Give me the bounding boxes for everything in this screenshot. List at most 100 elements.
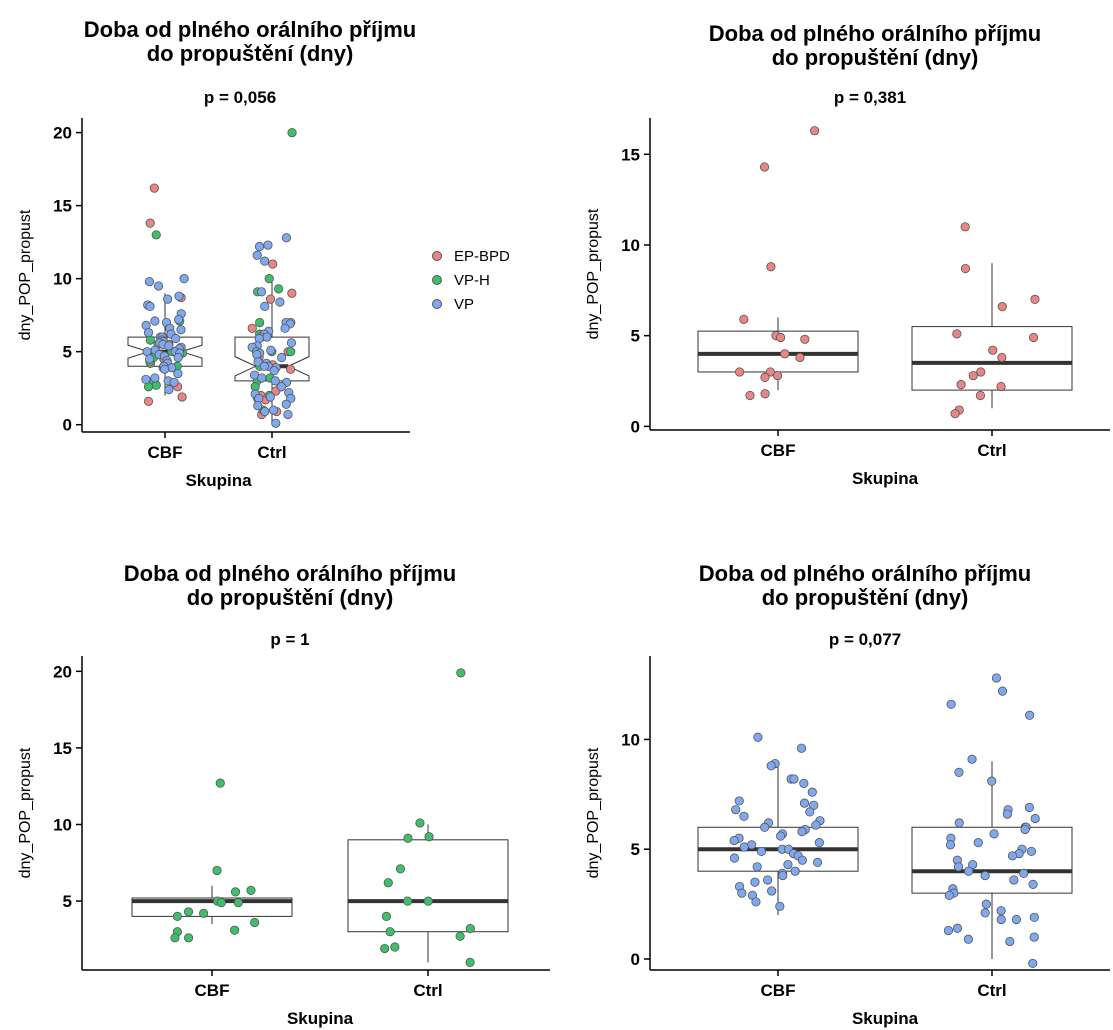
data-point-vp-h (172, 911, 183, 921)
data-point-vp (811, 820, 821, 830)
data-point-vp-h (151, 230, 161, 240)
data-point-vp (153, 281, 164, 291)
data-point-vp (989, 829, 999, 839)
data-point-vp (1024, 802, 1034, 813)
y-axis-label: dny_POP_propust (17, 209, 34, 340)
data-point-vp (796, 743, 807, 753)
data-point-vp (150, 316, 160, 326)
data-point-vp (812, 857, 823, 868)
data-point-ep-bpd (975, 390, 986, 401)
chart-panel-top-right: Doba od plného orálního příjmu do propuš… (560, 0, 1113, 500)
data-point-vp (1030, 813, 1040, 824)
data-point-vp (265, 392, 275, 402)
legend-label-ep-bpd: EP-BPD (454, 247, 510, 265)
chart-title-line2: do propuštění (dny) (186, 585, 394, 610)
data-point-ep-bpd (145, 218, 155, 228)
data-point-vp (1002, 809, 1012, 819)
data-point-ep-bpd (810, 126, 820, 136)
data-point-vp-h (380, 943, 390, 954)
y-axis-label: dny_POP_propust (585, 747, 602, 878)
data-point-vp (944, 890, 954, 900)
data-point-vp-h (230, 887, 241, 897)
data-point-vp (729, 835, 739, 846)
data-point-vp-h (390, 942, 400, 952)
data-point-vp-h (215, 778, 225, 788)
data-point-vp (145, 354, 155, 364)
chart-title: Doba od plného orálního příjmu do propuš… (0, 18, 500, 66)
data-point-ep-bpd (760, 389, 770, 399)
data-point-vp-h (287, 128, 297, 138)
chart-title-line1: Doba od plného orálního příjmu (123, 561, 457, 586)
chart-title-line1: Doba od plného orálního příjmu (708, 21, 1042, 46)
data-point-vp (277, 352, 287, 363)
data-point-vp-h (170, 933, 180, 943)
chart-legend: EP-BPD VP-H VP (432, 244, 510, 316)
legend-item-ep-bpd: EP-BPD (432, 244, 510, 268)
data-point-vp (767, 886, 777, 896)
y-tick-label: 10 (621, 236, 640, 255)
chart-plot-area: 5 10 15 20 dny_POP_propust Skupina CBF Ctrl (17, 656, 550, 1028)
data-point-vp (164, 385, 174, 395)
y-axis-label: dny_POP_propust (585, 208, 602, 339)
data-point-vp (173, 368, 183, 379)
x-axis-label: Skupina (852, 469, 919, 488)
data-point-vp (263, 240, 273, 250)
data-point-vp-h (212, 865, 222, 876)
p-value-label: p = 0,381 (833, 88, 907, 107)
data-point-vp (753, 732, 763, 742)
data-point-ep-bpd (149, 183, 159, 193)
data-point-vp (257, 373, 267, 383)
y-tick-label: 20 (53, 662, 72, 681)
data-point-vp (1009, 875, 1019, 885)
data-point-vp (967, 754, 977, 764)
data-point-ep-bpd (997, 352, 1007, 363)
data-point-vp (973, 838, 983, 848)
chart-title-line2: do propuštění (dny) (761, 585, 969, 610)
chart-title: Doba od plného orálního příjmu do propuš… (630, 22, 1113, 70)
x-tick-label-cbf: CBF (195, 981, 230, 1000)
chart-title-line2: do propuštění (dny) (771, 45, 979, 70)
chart-panel-bottom-left: Doba od plného orálního příjmu do propuš… (0, 530, 560, 1030)
data-point-vp (954, 767, 964, 777)
data-point-vp (144, 276, 155, 287)
data-point-vp (1028, 958, 1038, 969)
x-tick-label-ctrl: Ctrl (413, 981, 442, 1000)
data-point-vp (980, 870, 990, 881)
data-point-vp (141, 374, 151, 385)
legend-item-vp-h: VP-H (432, 268, 510, 292)
data-point-vp-h (455, 931, 465, 941)
data-point-vp (797, 827, 807, 837)
x-axis-label: Skupina (287, 1009, 354, 1028)
data-point-ep-bpd (780, 349, 790, 359)
data-point-vp (143, 328, 154, 338)
legend-swatch-vp-h (432, 275, 442, 285)
data-point-ep-bpd (950, 409, 960, 419)
legend-item-vp: VP (432, 292, 510, 316)
data-point-vp (1025, 710, 1035, 720)
y-tick-label: 0 (631, 950, 640, 969)
data-point-vp (160, 364, 170, 374)
data-point-vp (1007, 851, 1018, 861)
data-point-vp (776, 831, 786, 841)
data-point-vp (286, 338, 297, 348)
data-point-vp (260, 406, 270, 417)
x-tick-label-cbf: CBF (148, 443, 183, 462)
data-point-vp-h (199, 908, 209, 918)
box-ctrl (911, 826, 1073, 894)
data-point-vp (963, 934, 973, 944)
y-axis-label: dny_POP_propust (17, 747, 34, 878)
legend-label-vp: VP (454, 295, 475, 313)
data-point-vp (952, 923, 963, 933)
data-point-ep-bpd (960, 263, 971, 274)
y-tick-label: 10 (53, 815, 72, 834)
data-point-vp-h (246, 885, 256, 895)
data-point-vp (790, 866, 800, 876)
data-point-ep-bpd (996, 381, 1006, 392)
data-point-vp-h (183, 933, 194, 943)
legend-label-vp-h: VP-H (454, 271, 490, 289)
data-point-vp (1029, 932, 1039, 942)
data-point-vp (943, 925, 954, 936)
chart-panel-top-left: Doba od plného orálního příjmu do propuš… (0, 0, 560, 500)
data-point-vp (987, 776, 997, 786)
data-point-vp (750, 877, 760, 887)
